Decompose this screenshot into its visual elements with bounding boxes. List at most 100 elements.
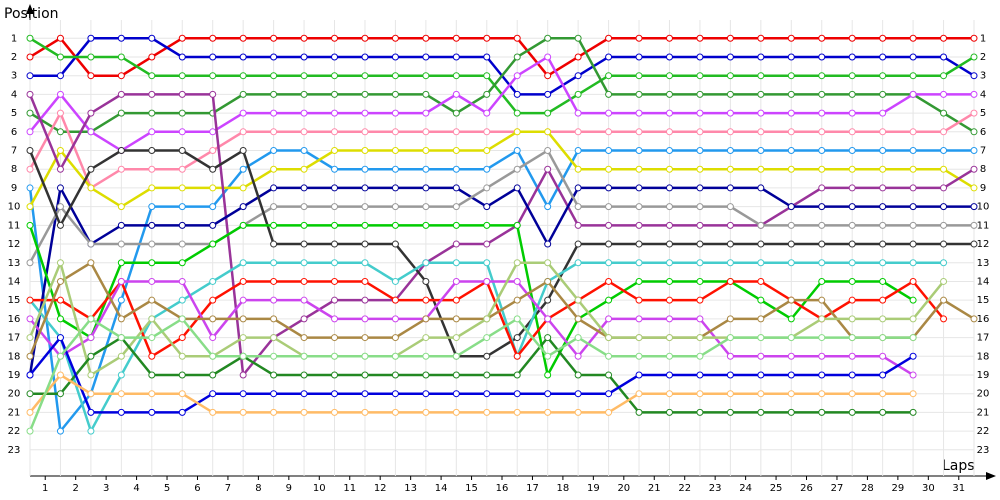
y-tick-label-right: 11 bbox=[977, 220, 990, 231]
y-tick-label: 7 bbox=[11, 146, 17, 157]
lap-marker bbox=[87, 259, 95, 267]
lap-marker bbox=[940, 90, 948, 98]
lap-marker bbox=[148, 128, 156, 136]
lap-marker bbox=[361, 221, 369, 229]
x-tick-label: 27 bbox=[831, 483, 844, 494]
x-tick-label: 26 bbox=[800, 483, 813, 494]
lap-marker bbox=[422, 34, 430, 42]
lap-marker bbox=[757, 53, 765, 61]
lap-marker bbox=[178, 165, 186, 173]
lap-marker bbox=[696, 109, 704, 117]
lap-marker bbox=[665, 371, 673, 379]
lap-marker bbox=[757, 184, 765, 192]
lap-marker bbox=[696, 147, 704, 155]
lap-marker bbox=[361, 259, 369, 267]
lap-marker bbox=[726, 371, 734, 379]
lap-marker bbox=[909, 371, 917, 379]
lap-marker bbox=[605, 53, 613, 61]
lap-marker bbox=[331, 390, 339, 398]
lap-marker bbox=[574, 128, 582, 136]
lap-marker bbox=[148, 72, 156, 80]
lap-marker bbox=[26, 296, 34, 304]
lap-marker bbox=[209, 184, 217, 192]
lap-marker bbox=[209, 128, 217, 136]
lap-marker bbox=[635, 240, 643, 248]
lap-marker bbox=[513, 277, 521, 285]
lap-marker bbox=[848, 221, 856, 229]
lap-marker bbox=[665, 165, 673, 173]
lap-marker bbox=[361, 296, 369, 304]
lap-marker bbox=[757, 221, 765, 229]
lap-marker bbox=[300, 259, 308, 267]
lap-marker bbox=[879, 371, 887, 379]
lap-marker bbox=[726, 390, 734, 398]
lap-marker bbox=[757, 390, 765, 398]
lap-marker bbox=[483, 390, 491, 398]
lap-marker bbox=[331, 203, 339, 211]
lap-marker bbox=[26, 390, 34, 398]
x-tick-label: 2 bbox=[72, 483, 78, 494]
y-tick-label-right: 17 bbox=[977, 333, 990, 344]
lap-marker bbox=[361, 334, 369, 342]
lap-marker bbox=[452, 315, 460, 323]
lap-marker bbox=[909, 203, 917, 211]
y-tick-label: 16 bbox=[8, 314, 21, 325]
lap-marker bbox=[422, 259, 430, 267]
lap-marker bbox=[483, 352, 491, 360]
lap-marker bbox=[665, 334, 673, 342]
lap-marker bbox=[422, 296, 430, 304]
lap-marker bbox=[605, 128, 613, 136]
lap-marker bbox=[909, 53, 917, 61]
lap-marker bbox=[239, 296, 247, 304]
lap-marker bbox=[178, 147, 186, 155]
y-tick-label-right: 6 bbox=[980, 127, 986, 138]
lap-marker bbox=[879, 259, 887, 267]
lap-marker bbox=[331, 315, 339, 323]
lap-marker bbox=[331, 240, 339, 248]
lap-marker bbox=[696, 128, 704, 136]
lap-marker bbox=[909, 390, 917, 398]
x-tick-label: 22 bbox=[678, 483, 691, 494]
lap-marker bbox=[56, 296, 64, 304]
lap-marker bbox=[300, 371, 308, 379]
lap-marker bbox=[148, 240, 156, 248]
lap-marker bbox=[787, 109, 795, 117]
x-tick-label: 6 bbox=[194, 483, 200, 494]
lap-marker bbox=[848, 240, 856, 248]
lap-marker bbox=[605, 109, 613, 117]
lap-marker bbox=[696, 72, 704, 80]
lap-marker bbox=[513, 259, 521, 267]
lap-marker bbox=[605, 203, 613, 211]
lap-marker bbox=[148, 296, 156, 304]
lap-marker bbox=[452, 203, 460, 211]
lap-marker bbox=[209, 165, 217, 173]
lap-marker bbox=[940, 165, 948, 173]
lap-marker bbox=[331, 259, 339, 267]
lap-marker bbox=[452, 147, 460, 155]
lap-marker bbox=[270, 240, 278, 248]
lap-marker bbox=[757, 240, 765, 248]
y-tick-label: 20 bbox=[8, 389, 21, 400]
lap-marker bbox=[270, 128, 278, 136]
lap-marker bbox=[605, 296, 613, 304]
lap-marker bbox=[239, 408, 247, 416]
lap-marker bbox=[300, 221, 308, 229]
lap-marker bbox=[635, 352, 643, 360]
lap-marker bbox=[239, 147, 247, 155]
lap-marker bbox=[970, 165, 978, 173]
lap-marker bbox=[361, 352, 369, 360]
lap-marker bbox=[300, 53, 308, 61]
lap-marker bbox=[544, 390, 552, 398]
lap-marker bbox=[665, 352, 673, 360]
lap-marker bbox=[605, 352, 613, 360]
series-line bbox=[30, 335, 914, 414]
lap-marker bbox=[361, 90, 369, 98]
lap-marker bbox=[391, 165, 399, 173]
lap-marker bbox=[422, 147, 430, 155]
lap-marker bbox=[757, 90, 765, 98]
lap-marker bbox=[757, 34, 765, 42]
lap-marker bbox=[239, 109, 247, 117]
lap-marker bbox=[726, 128, 734, 136]
x-tick-label: 19 bbox=[587, 483, 600, 494]
lap-marker bbox=[848, 109, 856, 117]
